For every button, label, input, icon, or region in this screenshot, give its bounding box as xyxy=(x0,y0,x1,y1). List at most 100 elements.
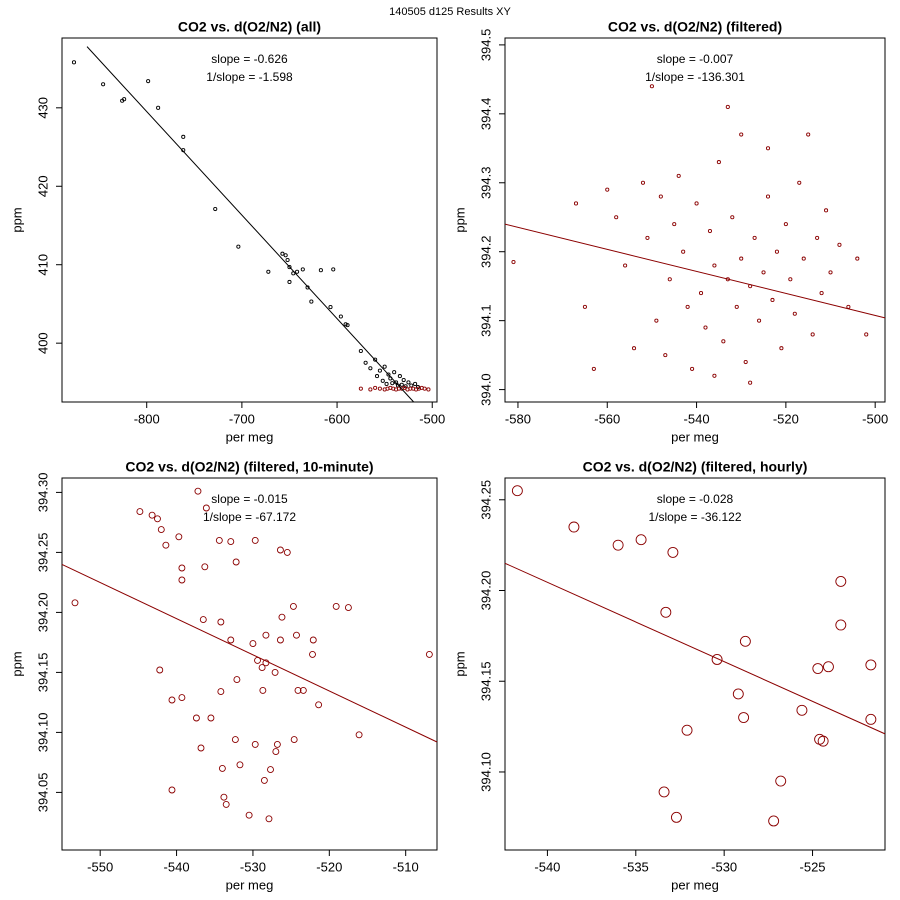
point xyxy=(690,366,695,371)
point xyxy=(694,201,699,206)
point xyxy=(122,97,127,102)
x-axis-label: per meg xyxy=(671,877,719,892)
point xyxy=(654,318,659,323)
point xyxy=(287,265,292,270)
point xyxy=(168,696,176,704)
y-tick-label: 394.15 xyxy=(478,661,493,701)
y-tick-label: 394.10 xyxy=(478,752,493,792)
point xyxy=(835,575,847,587)
point xyxy=(685,304,690,309)
point xyxy=(703,325,708,330)
point xyxy=(743,359,748,365)
point xyxy=(768,815,780,827)
point xyxy=(392,370,397,375)
point xyxy=(192,714,200,722)
point xyxy=(725,104,730,109)
point xyxy=(738,712,750,723)
point xyxy=(345,323,350,328)
point xyxy=(770,297,775,303)
point xyxy=(394,380,399,385)
y-tick-label: 394.1 xyxy=(478,304,493,337)
point xyxy=(262,631,270,639)
x-tick-label: -500 xyxy=(862,411,888,426)
point xyxy=(797,180,802,185)
point xyxy=(236,244,241,249)
y-tick-label: 394.3 xyxy=(478,166,493,199)
point xyxy=(231,736,239,744)
annotation: slope = -0.028 xyxy=(657,492,734,506)
point xyxy=(199,616,207,624)
point xyxy=(422,386,427,391)
chart-title: CO2 vs. d(O2/N2) (all) xyxy=(178,19,321,35)
annotation: slope = -0.007 xyxy=(657,52,734,66)
x-tick-label: -525 xyxy=(800,859,826,874)
point xyxy=(667,277,672,282)
y-tick-label: 400 xyxy=(35,332,50,354)
point xyxy=(217,688,225,696)
point xyxy=(178,564,186,572)
point xyxy=(658,786,670,798)
y-tick-label: 394.4 xyxy=(478,98,493,131)
y-tick-label: 394.25 xyxy=(35,533,50,573)
point xyxy=(377,368,382,373)
point xyxy=(358,348,363,354)
fit-line xyxy=(61,563,438,743)
point xyxy=(413,381,418,387)
point xyxy=(382,364,387,369)
point xyxy=(358,386,363,391)
point xyxy=(670,811,682,823)
point xyxy=(309,636,317,644)
point xyxy=(676,173,681,178)
point xyxy=(197,744,205,752)
x-tick-label: -530 xyxy=(711,859,737,874)
point xyxy=(779,346,784,351)
point xyxy=(663,353,668,358)
point xyxy=(783,222,788,227)
point xyxy=(828,270,833,275)
figure-title: 140505 d125 Results XY xyxy=(389,6,511,18)
point xyxy=(707,228,713,234)
point xyxy=(178,576,186,584)
point xyxy=(290,736,298,744)
y-axis-label: ppm xyxy=(452,207,467,232)
x-tick-label: -500 xyxy=(419,411,445,426)
point xyxy=(511,485,523,497)
panel: CO2 vs. d(O2/N2) (filtered, hourly) per m… xyxy=(452,459,886,892)
point xyxy=(730,215,735,220)
y-tick-label: 394.25 xyxy=(478,480,493,520)
y-tick-label: 394.30 xyxy=(35,473,50,513)
chart-title: CO2 vs. d(O2/N2) (filtered, hourly) xyxy=(583,459,808,475)
chart-title: CO2 vs. d(O2/N2) (filtered, 10-minute) xyxy=(125,459,373,475)
point xyxy=(271,668,279,676)
point xyxy=(343,322,348,327)
point xyxy=(294,686,302,694)
point xyxy=(774,249,779,254)
y-tick-label: 394.0 xyxy=(478,373,493,406)
panel: CO2 vs. d(O2/N2) (all) per meg ppm -800 -700… xyxy=(9,19,445,445)
point xyxy=(801,256,806,261)
point xyxy=(812,663,824,674)
point xyxy=(667,546,679,558)
fit-line xyxy=(86,46,415,403)
point xyxy=(293,631,300,639)
point xyxy=(331,267,336,272)
point xyxy=(222,800,230,808)
point xyxy=(582,304,587,309)
point xyxy=(363,360,368,365)
point xyxy=(136,508,144,516)
y-tick-label: 394.05 xyxy=(35,773,50,813)
point xyxy=(344,604,352,612)
y-tick-label: 394.2 xyxy=(478,235,493,268)
point xyxy=(640,180,646,185)
point xyxy=(156,666,164,674)
point xyxy=(215,536,223,544)
point xyxy=(213,206,218,212)
point xyxy=(373,385,378,390)
annotation: 1/slope = -136.301 xyxy=(645,70,745,84)
point xyxy=(220,793,228,801)
point xyxy=(752,235,757,240)
x-tick-label: -540 xyxy=(164,859,190,874)
point xyxy=(635,534,647,546)
point xyxy=(658,194,663,199)
